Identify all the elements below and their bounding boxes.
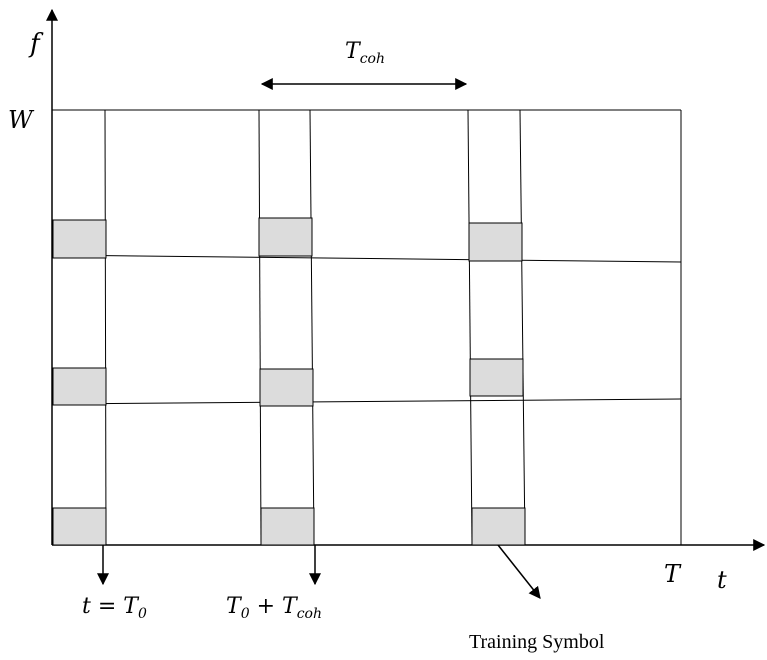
training-symbol-block — [471, 507, 526, 546]
band-line-1 — [51, 254, 682, 263]
training-symbols — [52, 217, 526, 546]
training-symbol-block — [468, 222, 523, 262]
training-symbol-block — [258, 217, 313, 257]
training-symbol-block — [52, 219, 107, 259]
training-symbol-block — [52, 507, 107, 546]
slot-2-left — [258, 109, 262, 546]
slot-3-right — [519, 109, 526, 546]
training-symbol-block — [260, 507, 315, 546]
slot-3-left — [467, 109, 473, 546]
training-symbol-label: Training Symbol — [469, 631, 605, 653]
slot-1-right — [104, 109, 107, 546]
t0-label: t = T0 — [82, 594, 147, 622]
training-symbol-block — [469, 358, 524, 397]
slot-2-right — [309, 109, 315, 546]
x-max-label: T — [664, 560, 682, 588]
training-symbol-block — [52, 367, 107, 406]
y-axis-label: f — [28, 29, 44, 59]
t1-label: T0 + Tcoh — [226, 594, 322, 622]
y-max-label: W — [8, 106, 35, 134]
training-symbol-pointer — [497, 544, 541, 599]
training-symbol-block — [259, 368, 314, 407]
x-axis-label: t — [717, 566, 727, 594]
band-line-2 — [51, 398, 682, 405]
coherence-time-label: Tcoh — [345, 39, 385, 67]
